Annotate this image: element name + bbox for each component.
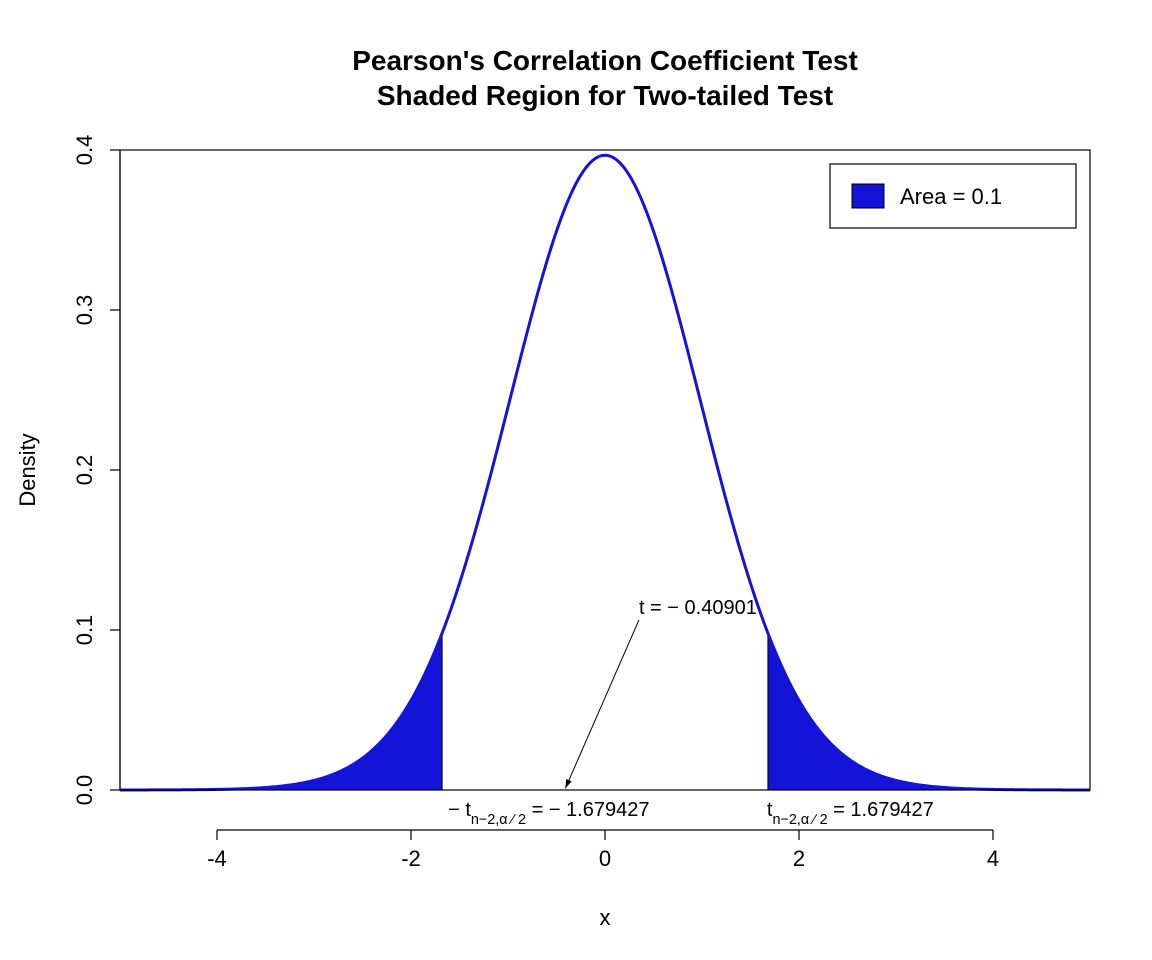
svg-text:Density: Density [15, 433, 40, 506]
density-chart: Pearson's Correlation Coefficient Test Sh… [0, 0, 1152, 960]
svg-text:t = − 0.40901: t = − 0.40901 [639, 597, 757, 619]
svg-text:0: 0 [599, 846, 611, 871]
svg-text:4: 4 [987, 846, 999, 871]
svg-text:Shaded Region for Two-tailed T: Shaded Region for Two-tailed Test [377, 80, 833, 111]
svg-text:-2: -2 [401, 846, 421, 871]
svg-text:Area = 0.1: Area = 0.1 [900, 184, 1002, 209]
svg-text:x: x [600, 905, 611, 930]
svg-text:0.0: 0.0 [72, 775, 97, 806]
svg-text:-4: -4 [207, 846, 227, 871]
svg-text:0.1: 0.1 [72, 615, 97, 646]
svg-text:Pearson's Correlation Coeffici: Pearson's Correlation Coefficient Test [352, 45, 858, 76]
svg-text:0.3: 0.3 [72, 295, 97, 326]
svg-text:0.4: 0.4 [72, 135, 97, 166]
chart-container: Pearson's Correlation Coefficient Test Sh… [0, 0, 1152, 960]
svg-text:2: 2 [793, 846, 805, 871]
svg-text:0.2: 0.2 [72, 455, 97, 486]
